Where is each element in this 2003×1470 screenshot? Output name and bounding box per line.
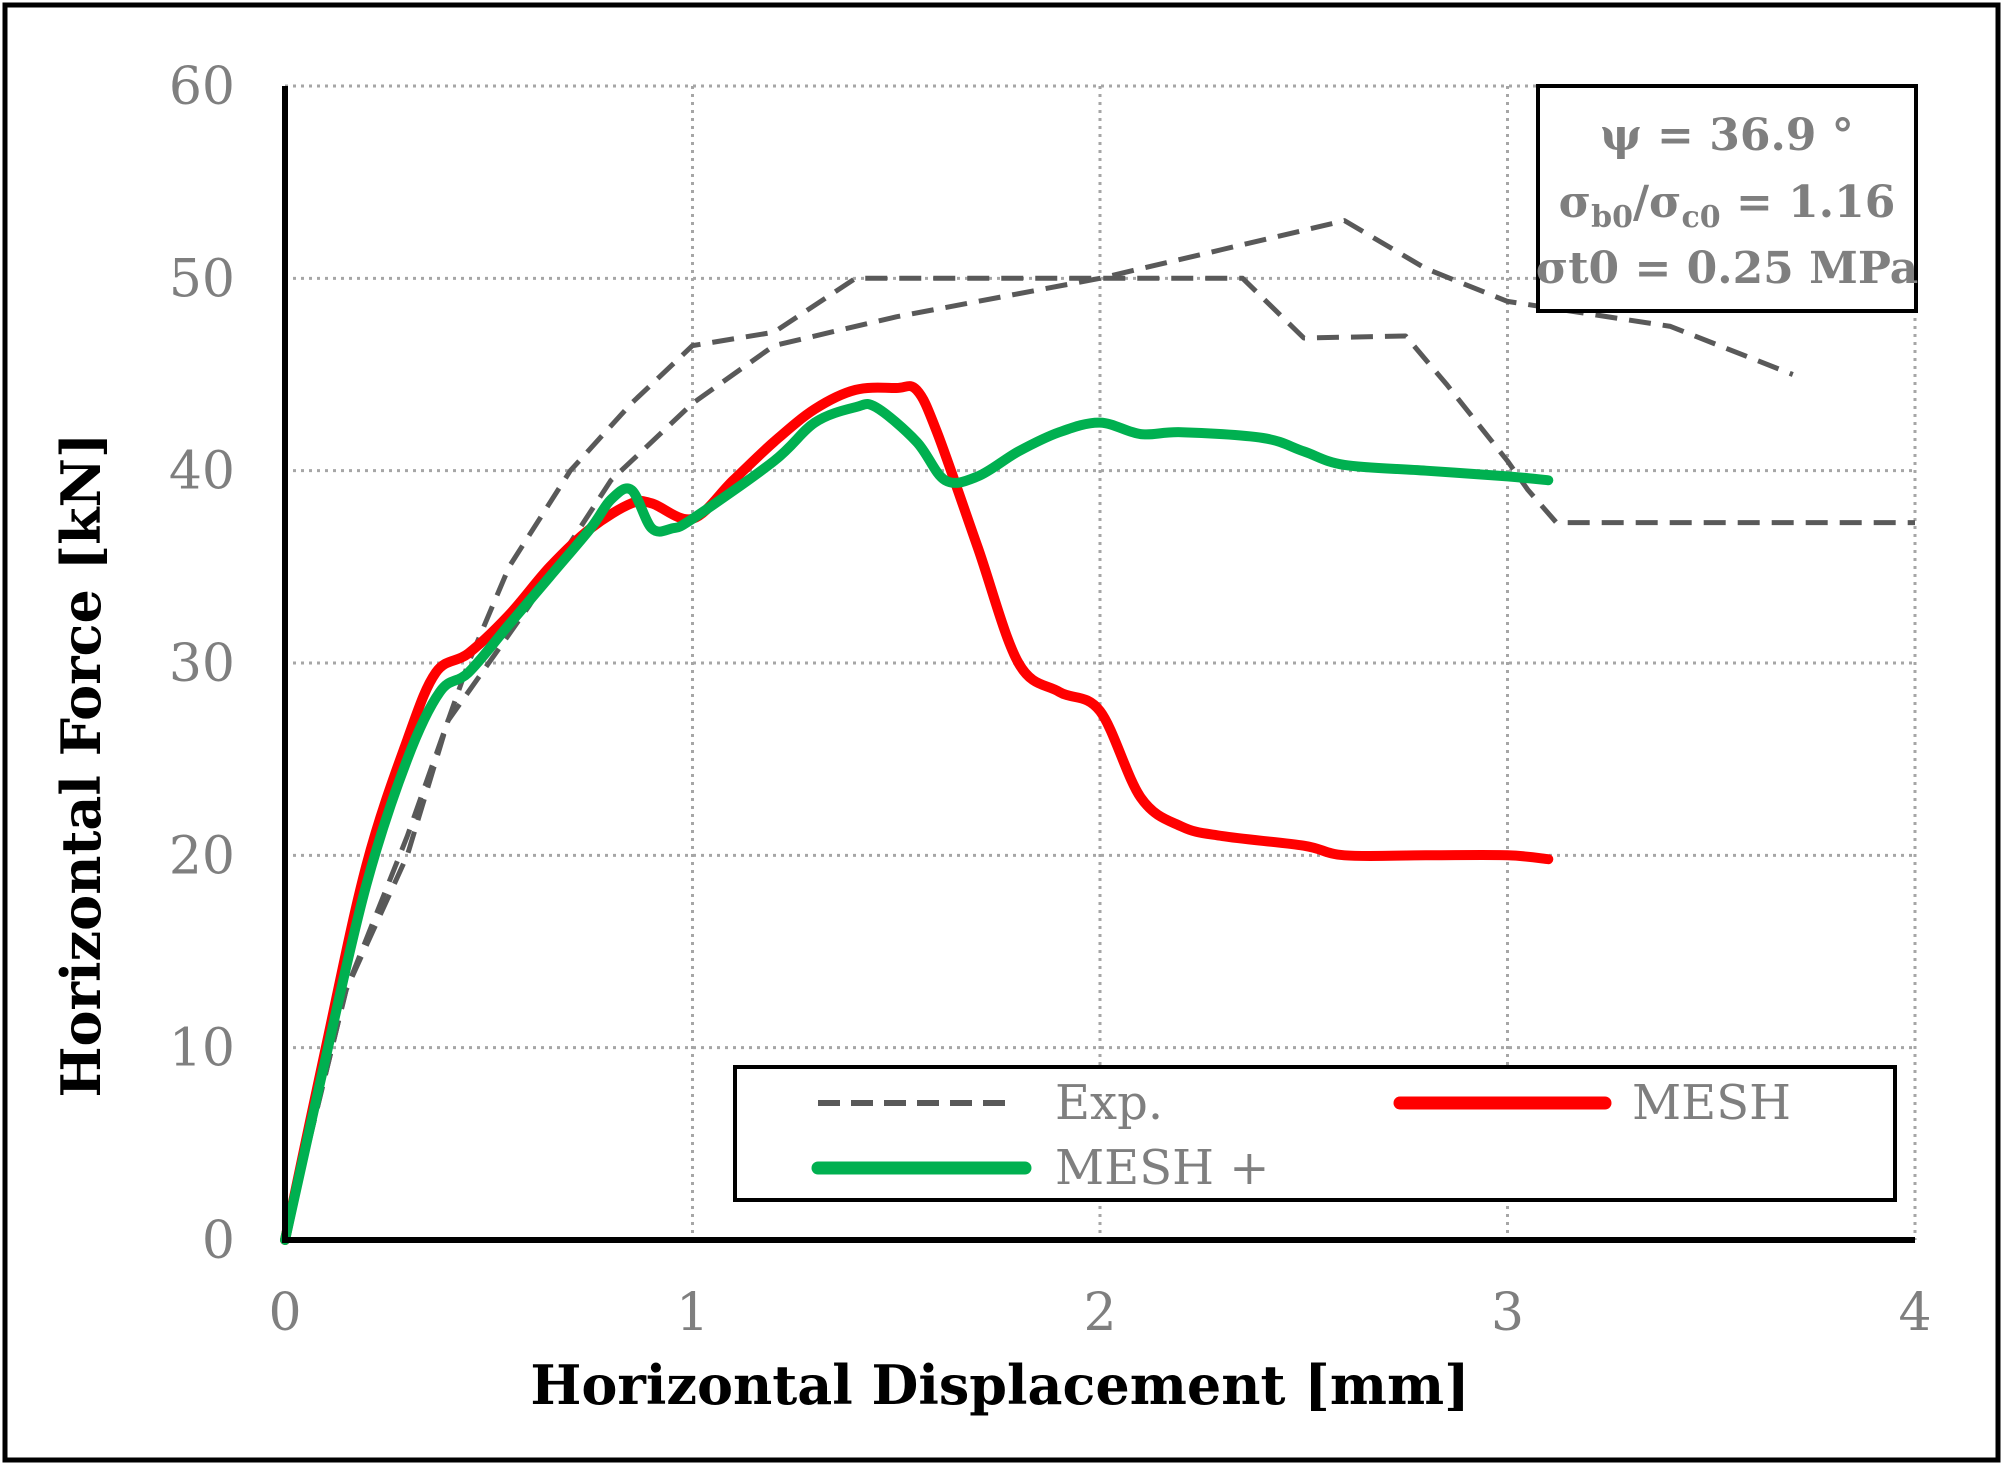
y-tick-label-1: 10 <box>169 1019 235 1079</box>
y-tick-label-2: 20 <box>169 826 235 886</box>
y-tick-label-4: 40 <box>169 442 235 502</box>
x-tick-label-3: 3 <box>1491 1283 1524 1343</box>
annotation-box <box>1536 84 1918 313</box>
annotation-slash-sigma: /σ <box>1633 177 1682 228</box>
x-tick-label-2: 2 <box>1083 1283 1116 1343</box>
annotation-ratio-value: = 1.16 <box>1721 177 1896 228</box>
annotation-sub-b0: b0 <box>1591 200 1633 235</box>
series-layer <box>280 218 1915 1245</box>
tick-labels: 0 10 20 30 40 50 60 0 1 2 3 4 <box>169 57 1932 1343</box>
annotation-line-3: σt0 = 0.25 MPa <box>1536 243 1919 294</box>
x-tick-label-4: 4 <box>1898 1283 1931 1343</box>
y-tick-label-3: 30 <box>169 634 235 694</box>
series-line-mesh <box>280 398 1554 1245</box>
legend-box <box>733 1065 1897 1202</box>
y-tick-label-0: 0 <box>202 1211 235 1271</box>
y-axis-title: Horizontal Force [kN] <box>49 433 113 1098</box>
y-tick-label-5: 50 <box>169 249 235 309</box>
x-axis-title: Horizontal Displacement [mm] <box>530 1353 1469 1417</box>
x-tick-label-0: 0 <box>268 1283 301 1343</box>
parameter-annotation: ψ = 36.9 ° σb0/σc0 = 1.16 σt0 = 0.25 MPa <box>1536 84 1919 313</box>
annotation-sub-c0: c0 <box>1682 200 1721 235</box>
series-line-mesh <box>280 381 1554 1245</box>
legend-label-mesh-plus: MESH + <box>1055 1140 1269 1196</box>
legend-label-exp: Exp. <box>1055 1075 1163 1131</box>
annotation-sigma-1: σ <box>1559 177 1591 228</box>
axes <box>282 86 1915 1243</box>
legend-label-mesh: MESH <box>1632 1075 1791 1131</box>
y-tick-label-6: 60 <box>169 57 235 117</box>
annotation-line-2: σb0/σc0 = 1.16 <box>1559 177 1896 235</box>
x-tick-label-1: 1 <box>676 1283 709 1343</box>
legend: Exp. MESH MESH + <box>733 1065 1897 1202</box>
annotation-line-1: ψ = 36.9 ° <box>1600 110 1853 161</box>
series-line-exp-run-2 <box>282 218 1794 1241</box>
